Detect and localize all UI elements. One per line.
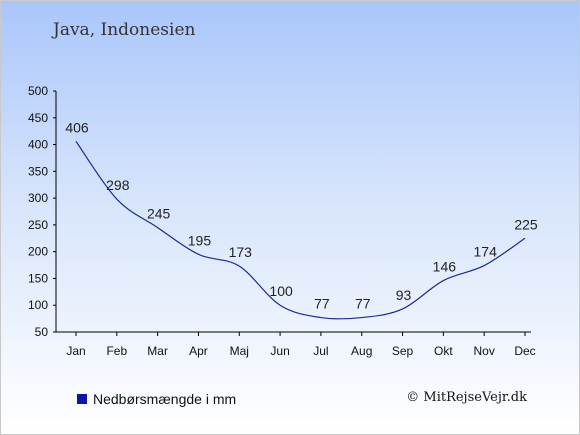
x-tick-label: Sep bbox=[392, 344, 414, 358]
x-tick-label: Aug bbox=[351, 344, 372, 358]
x-tick-label: Maj bbox=[230, 344, 249, 358]
x-tick-label: Mar bbox=[147, 344, 168, 358]
data-label: 225 bbox=[514, 216, 538, 232]
data-label: 174 bbox=[474, 244, 498, 260]
data-point bbox=[157, 227, 159, 229]
y-tick-label: 450 bbox=[28, 111, 48, 125]
data-label: 77 bbox=[355, 296, 371, 312]
y-tick-label: 50 bbox=[35, 325, 49, 339]
data-label: 195 bbox=[188, 232, 212, 248]
data-label: 245 bbox=[147, 206, 171, 222]
x-tick-label: Jul bbox=[313, 344, 328, 358]
legend-swatch bbox=[77, 394, 87, 404]
x-tick-label: Okt bbox=[434, 344, 453, 358]
legend-label: Nedbørsmængde i mm bbox=[93, 391, 237, 407]
data-point bbox=[279, 304, 281, 306]
data-point bbox=[442, 280, 444, 282]
chart-title: Java, Indonesien bbox=[53, 20, 196, 40]
data-label: 173 bbox=[229, 244, 253, 260]
data-label: 298 bbox=[106, 177, 130, 193]
data-point bbox=[197, 253, 199, 255]
data-label: 406 bbox=[65, 119, 89, 135]
data-label: 93 bbox=[396, 287, 412, 303]
legend: Nedbørsmængde i mm bbox=[77, 391, 236, 407]
y-tick-label: 200 bbox=[28, 245, 48, 259]
credit-text: © MitRejseVejr.dk bbox=[406, 390, 527, 405]
data-point bbox=[75, 140, 77, 142]
data-point bbox=[361, 317, 363, 319]
y-tick-label: 500 bbox=[28, 84, 48, 98]
data-point bbox=[238, 265, 240, 267]
x-tick-label: Apr bbox=[189, 344, 208, 358]
x-tick-label: Nov bbox=[474, 344, 495, 358]
y-tick-label: 400 bbox=[28, 138, 48, 152]
x-tick-label: Feb bbox=[106, 344, 127, 358]
series-line bbox=[75, 140, 526, 320]
x-tick-label: Jan bbox=[66, 344, 85, 358]
y-tick-label: 300 bbox=[28, 191, 48, 205]
y-tick-label: 100 bbox=[28, 298, 48, 312]
data-label: 77 bbox=[314, 296, 330, 312]
y-tick-label: 150 bbox=[28, 271, 48, 285]
data-point bbox=[402, 308, 404, 310]
data-point bbox=[116, 198, 118, 200]
data-point bbox=[483, 265, 485, 267]
x-tick-label: Jun bbox=[270, 344, 289, 358]
x-tick-label: Dec bbox=[514, 344, 535, 358]
y-tick-label: 350 bbox=[28, 164, 48, 178]
data-point bbox=[524, 237, 526, 239]
data-label: 100 bbox=[269, 283, 293, 299]
y-tick-label: 250 bbox=[28, 218, 48, 232]
data-point bbox=[320, 317, 322, 319]
data-label: 146 bbox=[433, 259, 457, 275]
